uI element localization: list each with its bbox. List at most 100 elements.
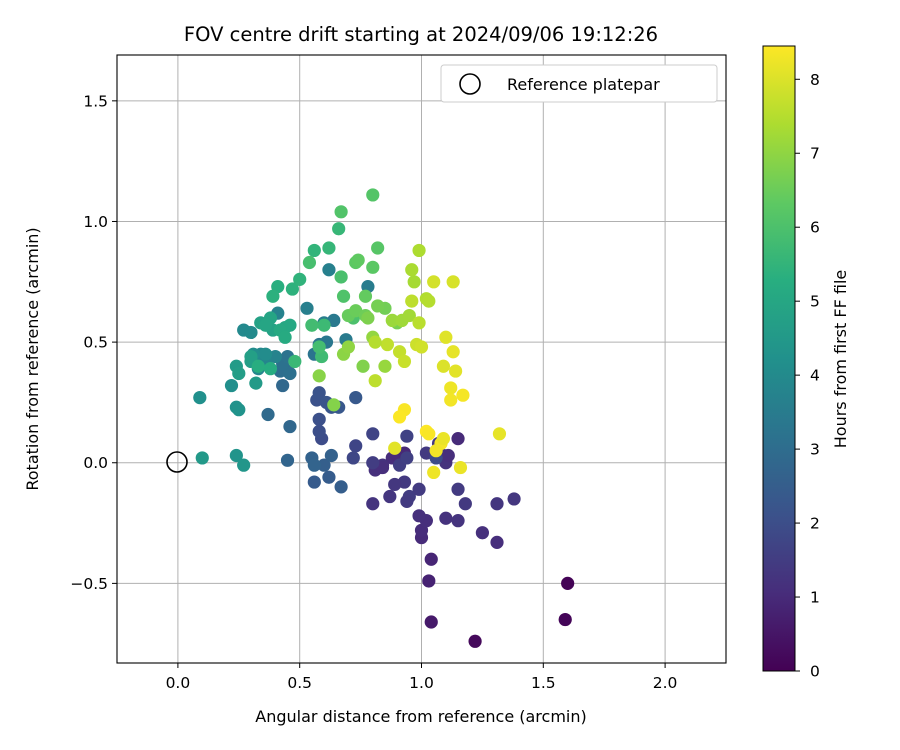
data-point: [285, 282, 299, 296]
data-point: [322, 470, 336, 484]
data-point: [458, 497, 472, 511]
data-point: [366, 427, 380, 441]
y-axis-ticks: −0.5 0.0 0.5 1.0 1.5: [70, 92, 117, 593]
data-point: [251, 359, 265, 373]
data-point: [444, 393, 458, 407]
data-point: [490, 497, 504, 511]
data-point: [334, 270, 348, 284]
data-point: [283, 419, 297, 434]
data-point: [312, 369, 326, 383]
data-point: [349, 439, 363, 453]
data-point: [266, 289, 280, 303]
data-points: [193, 188, 575, 648]
colorbar-tick-label: 7: [810, 145, 820, 163]
y-tick-label: 1.5: [83, 92, 108, 110]
y-tick-label: −0.5: [70, 575, 108, 593]
data-point: [380, 337, 394, 352]
data-point: [368, 374, 382, 388]
x-tick-label: 2.0: [653, 674, 678, 692]
colorbar-tick-label: 0: [810, 663, 820, 681]
x-tick-label: 1.0: [409, 674, 434, 692]
colorbar-gradient: [762, 45, 796, 672]
data-point: [446, 275, 460, 289]
data-point: [244, 325, 258, 340]
data-point: [232, 366, 246, 381]
data-point: [453, 460, 468, 475]
data-point: [412, 243, 426, 258]
data-point: [322, 241, 336, 255]
data-point: [412, 316, 426, 330]
legend-box: [440, 64, 718, 103]
data-point: [414, 340, 429, 354]
colorbar-ticks: 0 1 2 3 4 5 6 7 8: [795, 71, 820, 681]
data-point: [405, 294, 419, 308]
grid-lines: [117, 55, 726, 663]
data-point: [366, 188, 380, 202]
data-point: [307, 243, 321, 258]
y-tick-label: 0.0: [83, 454, 108, 472]
data-point: [407, 275, 421, 289]
chart-title: FOV centre drift starting at 2024/09/06 …: [184, 23, 658, 46]
y-axis-label: Rotation from reference (arcmin): [23, 227, 42, 490]
reference-marker: [166, 451, 188, 473]
data-point: [383, 489, 397, 504]
data-point: [312, 424, 326, 438]
x-axis-ticks: 0.0 0.5 1.0 1.5 2.0: [166, 663, 678, 692]
data-point: [561, 576, 575, 590]
data-point: [334, 480, 348, 494]
data-point: [193, 391, 207, 405]
data-point: [456, 388, 470, 402]
data-point: [378, 359, 392, 373]
data-point: [322, 263, 336, 277]
data-point: [244, 349, 258, 364]
data-point: [558, 612, 572, 627]
y-tick-label: 0.5: [83, 334, 108, 352]
data-point: [436, 359, 451, 373]
data-point: [400, 494, 414, 508]
data-point: [400, 451, 414, 465]
data-point: [422, 574, 436, 588]
data-point: [424, 615, 438, 629]
data-point: [258, 318, 273, 332]
colorbar-tick-label: 6: [810, 219, 820, 237]
data-point: [427, 465, 441, 479]
data-point: [427, 275, 441, 289]
data-point: [312, 412, 326, 426]
data-point: [388, 477, 402, 492]
colorbar-label: Hours from first FF file: [831, 270, 850, 449]
data-point: [334, 205, 348, 219]
data-point: [224, 378, 239, 393]
data-point: [412, 482, 426, 496]
data-point: [449, 364, 463, 378]
data-point: [349, 304, 363, 318]
data-point: [261, 407, 275, 422]
data-point: [490, 535, 504, 549]
x-tick-label: 0.5: [287, 674, 312, 692]
data-point: [317, 458, 331, 472]
data-point: [349, 391, 363, 405]
data-point: [444, 381, 458, 395]
data-point: [422, 427, 436, 441]
colorbar-tick-label: 1: [810, 589, 820, 607]
data-point: [237, 458, 251, 472]
colorbar-tick-label: 5: [810, 293, 820, 311]
data-point: [361, 311, 375, 325]
data-point: [229, 448, 243, 463]
data-point: [341, 340, 356, 354]
data-point: [366, 456, 380, 470]
data-point: [324, 448, 338, 463]
data-point: [327, 398, 341, 412]
data-point: [300, 301, 314, 315]
data-point: [492, 427, 507, 441]
data-point: [332, 222, 346, 236]
data-point: [312, 386, 326, 400]
y-tick-label: 1.0: [83, 213, 108, 231]
data-point: [312, 340, 326, 354]
data-point: [293, 272, 307, 286]
data-point: [346, 451, 360, 465]
data-point: [336, 289, 351, 303]
data-point: [385, 313, 399, 327]
legend-marker: [459, 73, 481, 95]
x-tick-label: 0.0: [166, 674, 191, 692]
